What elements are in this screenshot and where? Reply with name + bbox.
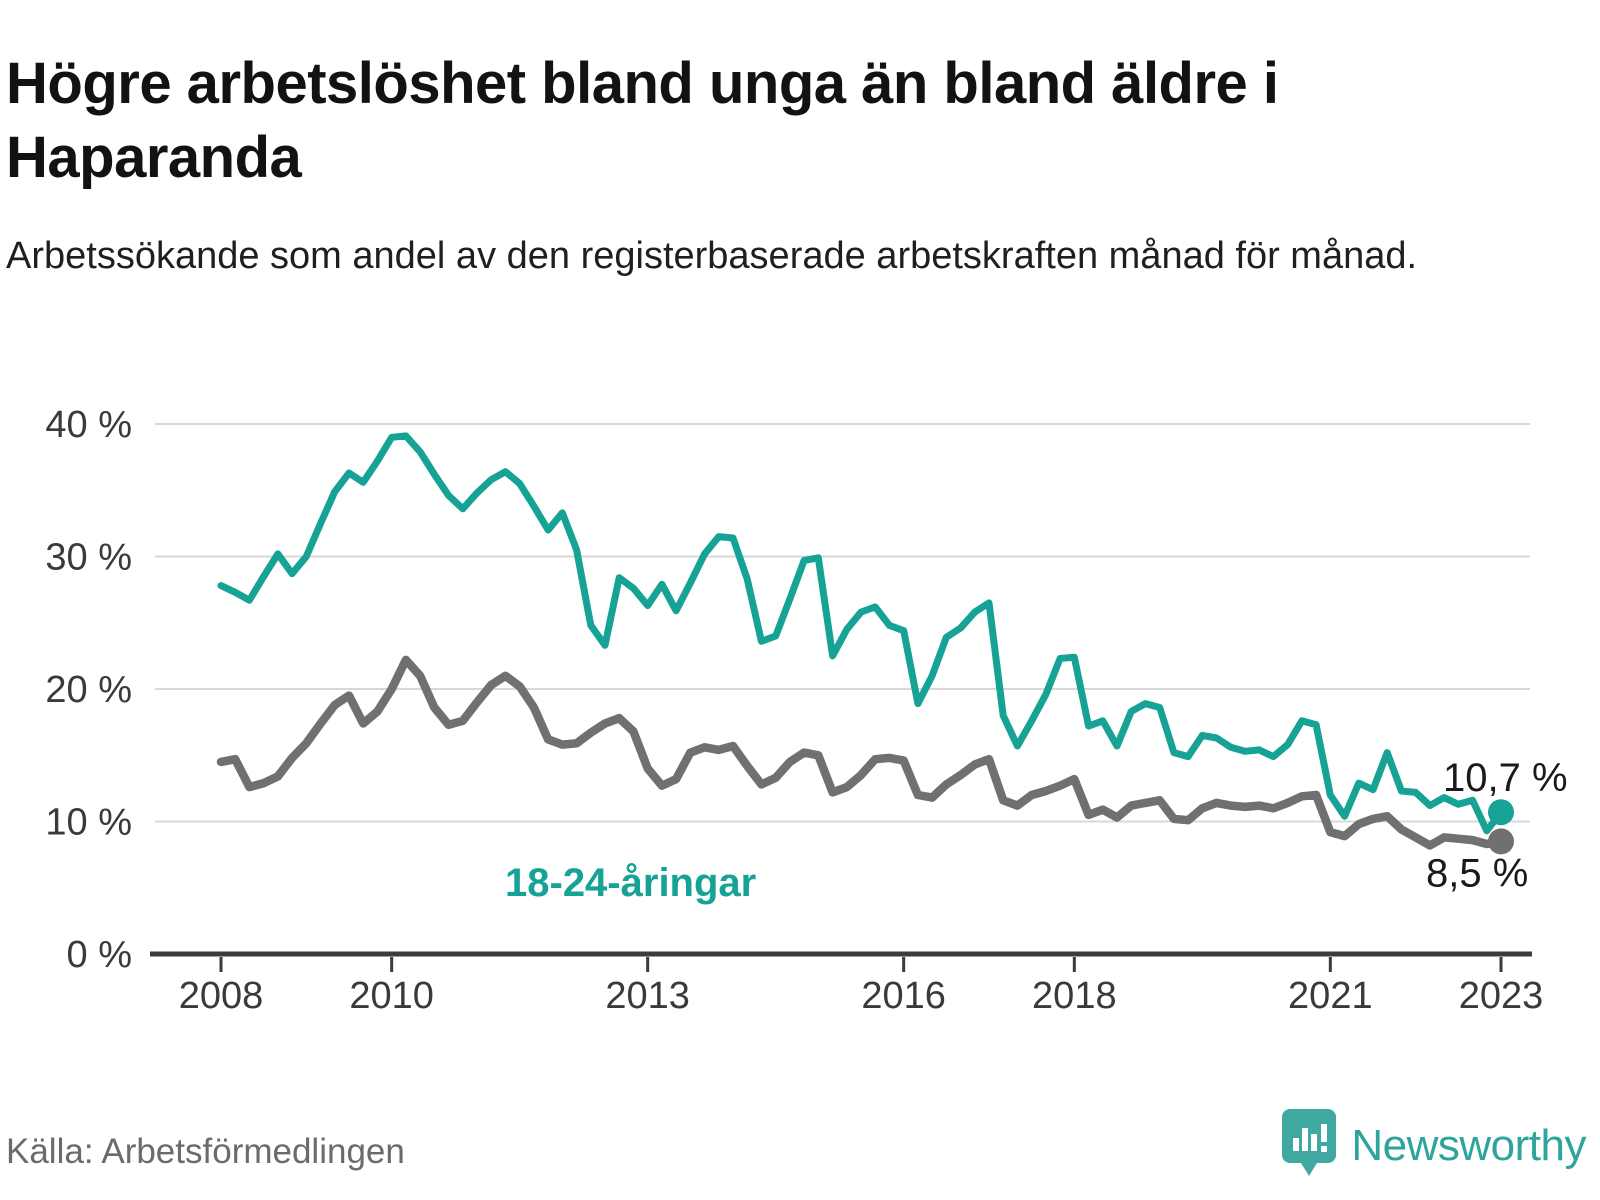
chart-subtitle: Arbetssökande som andel av den registerb… [6, 235, 1418, 277]
end-value-label-young: 10,7 % [1443, 756, 1568, 800]
y-tick-label-20: 20 % [45, 669, 132, 711]
y-tick-label-0: 0 % [67, 934, 132, 976]
brand-logo: Newsworthy [1281, 1108, 1586, 1184]
brand-name: Newsworthy [1351, 1121, 1586, 1170]
mini-bars-icon [1293, 1124, 1328, 1152]
series-line-young [217, 432, 1505, 835]
line-chart: 0 % 10 % 20 % 30 % 40 % 2008 2010 2013 2016 2018 2… [0, 340, 1600, 1125]
x-tick-label-2023: 2023 [1459, 975, 1544, 1017]
x-tick-label-2010: 2010 [349, 975, 434, 1017]
x-tick-label-2013: 2013 [605, 975, 690, 1017]
end-value-label-total: 8,5 % [1426, 851, 1528, 895]
x-tick-label-2008: 2008 [179, 975, 264, 1017]
page-title: Högre arbetslöshet bland unga än bland ä… [6, 50, 1279, 191]
series-line-total [216, 655, 1506, 850]
series-end-dot-young [1487, 799, 1514, 826]
y-tick-label-40: 40 % [45, 404, 132, 446]
x-tick-label-2021: 2021 [1288, 975, 1373, 1017]
y-tick-label-10: 10 % [45, 802, 132, 844]
x-tick-label-2016: 2016 [861, 975, 946, 1017]
unemployment-line-chart: 0 % 10 % 20 % 30 % 40 % 2008 2010 2013 2016 2018 2… [45, 404, 1568, 1125]
x-tick-label-2018: 2018 [1032, 975, 1117, 1017]
source-note: Källa: Arbetsförmedlingen [6, 1132, 405, 1171]
series-label-young: 18-24-åringar [505, 861, 756, 905]
newsworthy-pin-icon [1282, 1109, 1337, 1176]
y-tick-label-30: 30 % [45, 537, 132, 579]
series-end-dot-total [1487, 828, 1514, 855]
